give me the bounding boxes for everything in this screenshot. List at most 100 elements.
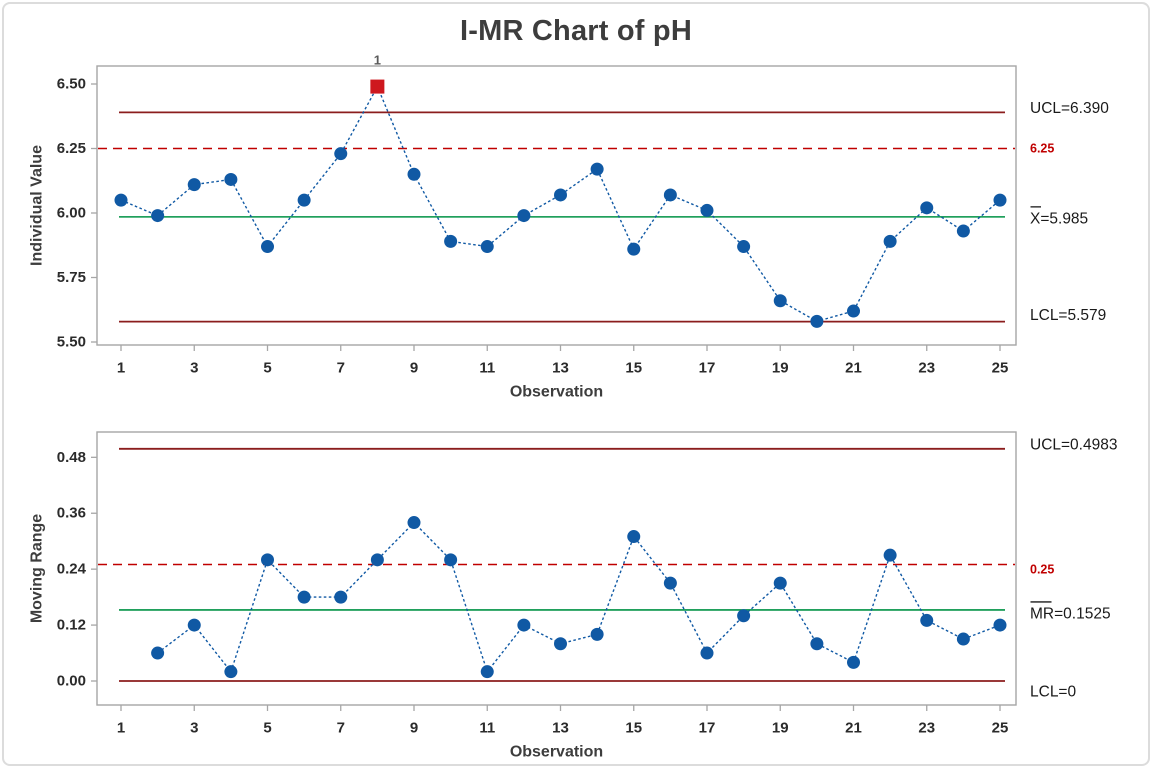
x-axis-title: Observation: [510, 384, 603, 401]
data-point[interactable]: [957, 633, 970, 646]
x-tick-label: 23: [918, 720, 935, 737]
data-point[interactable]: [627, 243, 640, 256]
series-line: [158, 523, 1000, 672]
data-point[interactable]: [261, 240, 274, 253]
data-point[interactable]: [334, 591, 347, 604]
x-tick-label: 21: [845, 360, 862, 377]
data-point[interactable]: [920, 614, 933, 627]
x-tick-label: 11: [479, 720, 495, 737]
plot-border: [97, 66, 1016, 345]
x-tick-label: 15: [625, 360, 642, 377]
x-tick-label: 17: [699, 360, 716, 377]
data-point[interactable]: [774, 294, 787, 307]
x-tick-label: 23: [918, 360, 935, 377]
data-point[interactable]: [371, 553, 384, 566]
y-tick-label: 5.75: [57, 269, 86, 286]
x-tick-label: 9: [410, 720, 418, 737]
spec-limit-label: 6.25: [1030, 142, 1054, 156]
spec-limit-label: 0.25: [1030, 563, 1054, 577]
data-point[interactable]: [994, 194, 1007, 207]
data-point[interactable]: [884, 549, 897, 562]
data-point[interactable]: [554, 637, 567, 650]
data-point[interactable]: [224, 665, 237, 678]
data-point[interactable]: [957, 225, 970, 238]
y-tick-label: 5.50: [57, 334, 86, 351]
data-point[interactable]: [737, 609, 750, 622]
data-point[interactable]: [334, 147, 347, 160]
x-tick-label: 7: [337, 360, 345, 377]
data-point[interactable]: [847, 305, 860, 318]
y-tick-label: 6.25: [57, 140, 86, 157]
data-point[interactable]: [298, 194, 311, 207]
data-point[interactable]: [408, 516, 421, 529]
data-point[interactable]: [774, 577, 787, 590]
series-line: [121, 87, 1000, 322]
y-tick-label: 0.36: [57, 505, 86, 522]
ooc-test-label: 1: [374, 53, 381, 68]
lcl-label: LCL=5.579: [1030, 307, 1106, 324]
data-point[interactable]: [261, 553, 274, 566]
x-tick-label: 25: [992, 360, 1009, 377]
y-axis-title: Moving Range: [29, 514, 46, 623]
x-tick-label: 19: [772, 720, 789, 737]
plot-border: [97, 432, 1016, 705]
data-point[interactable]: [517, 619, 530, 632]
data-point[interactable]: [151, 209, 164, 222]
data-point[interactable]: [408, 168, 421, 181]
data-point[interactable]: [554, 188, 567, 201]
data-point[interactable]: [151, 647, 164, 660]
y-tick-label: 6.50: [57, 76, 86, 93]
x-tick-label: 7: [337, 720, 345, 737]
data-point[interactable]: [188, 619, 201, 632]
x-tick-label: 11: [479, 360, 495, 377]
data-point[interactable]: [444, 553, 457, 566]
x-axis-title: Observation: [510, 744, 603, 761]
ucl-label: UCL=0.4983: [1030, 436, 1117, 453]
data-point[interactable]: [188, 178, 201, 191]
data-point[interactable]: [298, 591, 311, 604]
x-tick-label: 21: [845, 720, 862, 737]
data-point[interactable]: [810, 315, 823, 328]
data-point[interactable]: [847, 656, 860, 669]
data-point[interactable]: [224, 173, 237, 186]
x-tick-label: 1: [117, 720, 125, 737]
data-point[interactable]: [884, 235, 897, 248]
data-point[interactable]: [517, 209, 530, 222]
data-point[interactable]: [444, 235, 457, 248]
data-point[interactable]: [994, 619, 1007, 632]
data-point[interactable]: [701, 204, 714, 217]
x-tick-label: 3: [190, 720, 198, 737]
x-tick-label: 3: [190, 360, 198, 377]
data-point[interactable]: [664, 188, 677, 201]
ucl-label: UCL=6.390: [1030, 100, 1109, 117]
x-tick-label: 5: [263, 360, 271, 377]
data-point[interactable]: [701, 647, 714, 660]
data-point[interactable]: [481, 665, 494, 678]
data-point[interactable]: [591, 163, 604, 176]
y-axis-title: Individual Value: [29, 145, 46, 266]
out-of-control-point[interactable]: [370, 80, 384, 94]
data-point[interactable]: [920, 201, 933, 214]
y-tick-label: 0.48: [57, 449, 86, 466]
data-point[interactable]: [737, 240, 750, 253]
data-point[interactable]: [591, 628, 604, 641]
lcl-label: LCL=0: [1030, 684, 1076, 701]
x-tick-label: 25: [992, 720, 1009, 737]
y-tick-label: 0.24: [57, 561, 87, 578]
data-point[interactable]: [664, 577, 677, 590]
data-point[interactable]: [810, 637, 823, 650]
data-point[interactable]: [627, 530, 640, 543]
center-label: X=5.985: [1030, 210, 1088, 227]
x-tick-label: 1: [117, 360, 125, 377]
x-tick-label: 15: [625, 720, 642, 737]
x-tick-label: 17: [699, 720, 716, 737]
y-tick-label: 0.00: [57, 673, 86, 690]
x-tick-label: 13: [552, 360, 569, 377]
data-point[interactable]: [481, 240, 494, 253]
data-point[interactable]: [115, 194, 128, 207]
y-tick-label: 0.12: [57, 617, 86, 634]
